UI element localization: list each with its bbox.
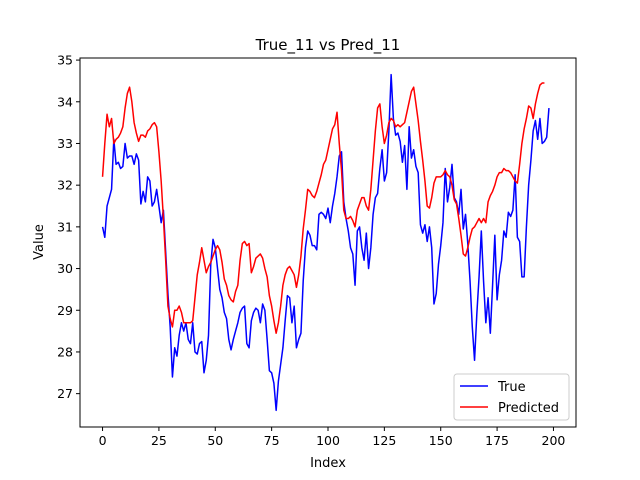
y-axis-label: Value [32, 224, 47, 260]
x-tick-label: 0 [99, 433, 107, 448]
x-tick-label: 200 [542, 433, 566, 448]
series-layer [101, 73, 550, 412]
x-tick-label: 50 [207, 433, 223, 448]
y-tick-label: 33 [57, 136, 73, 151]
x-tick-label: 125 [372, 433, 396, 448]
series-line-predicted [101, 82, 545, 334]
y-tick-label: 34 [57, 94, 73, 109]
x-tick-label: 150 [429, 433, 453, 448]
y-axis: 27 28 29 30 31 32 33 34 35 [57, 53, 80, 401]
legend-label-true: True [497, 380, 526, 395]
x-tick-label: 25 [151, 433, 167, 448]
y-tick-label: 30 [57, 261, 73, 276]
legend-label-predicted: Predicted [498, 401, 559, 416]
x-axis-label: Index [310, 456, 346, 471]
legend: True Predicted [453, 373, 570, 421]
y-tick-label: 29 [57, 303, 73, 318]
y-tick-label: 35 [57, 53, 73, 68]
y-tick-label: 27 [57, 386, 73, 401]
y-tick-label: 28 [57, 344, 73, 359]
x-axis: 0 25 50 75 100 125 150 175 200 [99, 427, 566, 448]
series-line-true [101, 73, 550, 412]
chart-title: True_11 vs Pred_11 [255, 36, 401, 55]
x-tick-label: 175 [485, 433, 509, 448]
x-tick-label: 100 [316, 433, 340, 448]
y-tick-label: 32 [57, 178, 73, 193]
x-tick-label: 75 [264, 433, 280, 448]
y-tick-label: 31 [57, 219, 73, 234]
